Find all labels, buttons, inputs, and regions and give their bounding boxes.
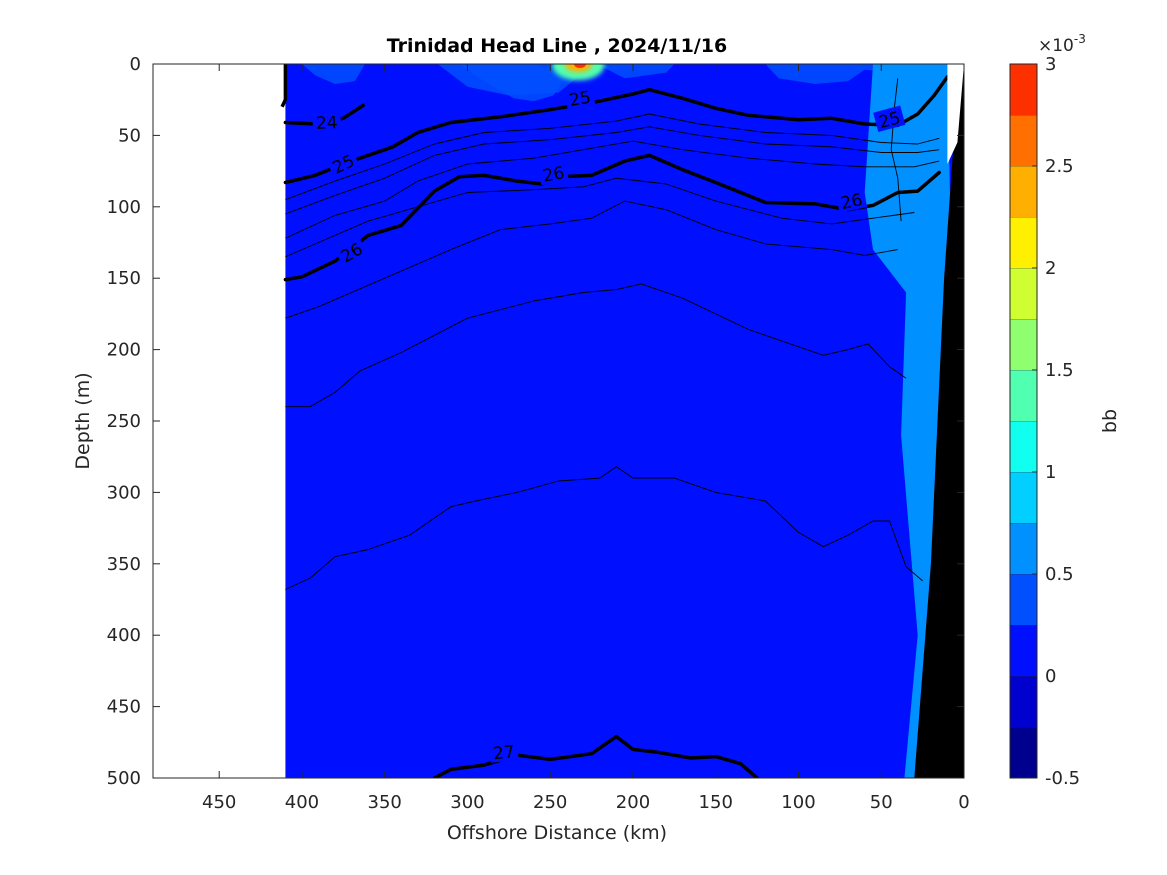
- colorbar-tick-label: -0.5: [1045, 768, 1080, 789]
- field-background: [285, 64, 964, 778]
- colorbar-band: [1010, 64, 1037, 115]
- contour-label-gap: [333, 235, 369, 268]
- colorbar-band: [1010, 166, 1037, 217]
- near-surface-patch: [459, 64, 567, 102]
- surface-maximum-core: [564, 64, 593, 72]
- contour-label-gap: [835, 187, 868, 213]
- y-tick-label: 50: [118, 125, 141, 146]
- contour-label-text: 25: [568, 88, 593, 111]
- thin-isopycnal: [285, 126, 940, 215]
- isopycnal-27: [432, 734, 759, 778]
- contour-label-text: 26: [839, 190, 864, 214]
- colorbar-bands: [1010, 63, 1037, 778]
- x-tick-label: 100: [781, 792, 815, 813]
- colorbar-tick-label: 2.5: [1045, 156, 1074, 177]
- contour-label-text: 26: [541, 163, 566, 186]
- colorbar-band: [1010, 676, 1037, 727]
- x-tick-label: 0: [958, 792, 969, 813]
- contour-label-gap: [488, 739, 519, 763]
- y-tick-label: 200: [107, 340, 141, 361]
- x-tick-label: 400: [285, 792, 319, 813]
- surface-maximum-peak: [574, 64, 587, 68]
- y-tick-label: 300: [107, 482, 141, 503]
- colorbar-tick-label: 1: [1045, 462, 1056, 483]
- y-tick-label: 500: [107, 768, 141, 789]
- contour-label: 27: [488, 739, 519, 764]
- contour-label: 26: [835, 187, 868, 214]
- colorbar-band: [1010, 523, 1037, 574]
- colorbar-tick-label: 3: [1045, 54, 1056, 75]
- colorbar-band: [1010, 217, 1037, 268]
- x-tick-label: 250: [533, 792, 567, 813]
- x-axis: 450 400 350 300 250 200 150 100 50 0: [202, 64, 970, 813]
- colorbar-band: [1010, 472, 1037, 523]
- contour-label: 26: [537, 160, 569, 187]
- colorbar-band: [1010, 421, 1037, 472]
- isopycnal-24-edge: [280, 64, 288, 108]
- thin-isopycnal: [285, 140, 940, 239]
- colorbar-ticks: -0.5 0 0.5 1 1.5 2 2.5 3: [1032, 54, 1080, 789]
- colorbar-label: bb: [1099, 409, 1121, 433]
- colorbar-frame: [1009, 63, 1038, 779]
- near-surface-patch: [596, 64, 675, 79]
- colorbar-tick-label: 0.5: [1045, 564, 1074, 585]
- x-tick-label: 200: [616, 792, 650, 813]
- contour-label-gap: [873, 105, 906, 133]
- colorbar-band: [1010, 370, 1037, 421]
- y-tick-label: 0: [130, 54, 141, 75]
- contour-label: 25: [564, 85, 596, 111]
- colorbar-exponent-base: ×10: [1038, 36, 1074, 56]
- contour-label-text: 24: [316, 113, 338, 134]
- bathymetry-layer: [914, 64, 964, 778]
- chart-title: Trinidad Head Line , 2024/11/16: [387, 35, 727, 57]
- contour-label-gap: [564, 85, 596, 110]
- x-tick-label: 350: [368, 792, 402, 813]
- x-tick-label: 50: [870, 792, 893, 813]
- contour-label-text: 27: [492, 742, 516, 764]
- x-tick-label: 450: [202, 792, 236, 813]
- thin-isopycnal: [285, 200, 898, 319]
- thin-isopycnal: [285, 283, 907, 408]
- colorbar-tick-label: 1.5: [1045, 360, 1074, 381]
- colorbar-tick-label: 2: [1045, 258, 1056, 279]
- x-tick-label: 300: [450, 792, 484, 813]
- thin-isopycnal: [285, 466, 923, 590]
- colorbar-tick-label: 0: [1045, 666, 1056, 687]
- y-tick-label: 250: [107, 411, 141, 432]
- colorbar-band: [1010, 268, 1037, 319]
- colorbar-exponent-power: -3: [1074, 32, 1086, 46]
- y-tick-label: 350: [107, 554, 141, 575]
- contour-label: 24: [312, 111, 342, 134]
- thin-isopycnal: [285, 113, 940, 201]
- colorbar: -0.5 0 0.5 1 1.5 2 2.5 3 ×10-3 bb: [1009, 32, 1121, 789]
- y-tick-label: 450: [107, 697, 141, 718]
- contour-label-gap: [312, 111, 342, 132]
- y-axis: 0 50 100 150 200 250 300 350 400 450 500: [107, 54, 964, 789]
- colorbar-band: [1010, 625, 1037, 676]
- y-axis-label: Depth (m): [72, 372, 94, 469]
- near-surface-patch: [302, 64, 365, 84]
- surface-maximum-outer: [552, 64, 605, 81]
- seafloor: [914, 64, 964, 778]
- x-tick-label: 150: [699, 792, 733, 813]
- colorbar-band: [1010, 727, 1037, 778]
- y-tick-label: 150: [107, 268, 141, 289]
- thin-isopycnal: [285, 177, 915, 258]
- x-axis-label: Offshore Distance (km): [447, 822, 667, 844]
- colorbar-band: [1010, 319, 1037, 370]
- colorbar-band: [1010, 115, 1037, 166]
- y-tick-label: 100: [107, 197, 141, 218]
- colorbar-band: [1010, 574, 1037, 625]
- contour-label-gap: [537, 160, 569, 186]
- contour-label-gap: [325, 148, 360, 179]
- colorbar-exponent: ×10-3: [1038, 32, 1086, 56]
- y-tick-label: 400: [107, 625, 141, 646]
- shore-gap: [947, 64, 964, 164]
